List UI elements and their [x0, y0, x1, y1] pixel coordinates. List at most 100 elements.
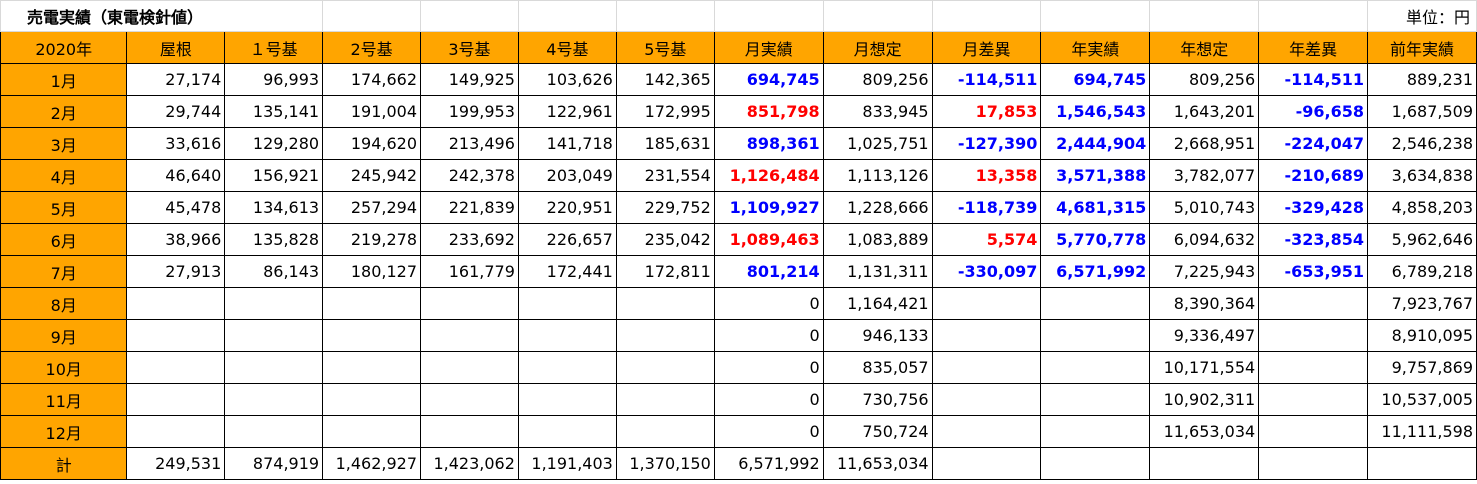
table-cell[interactable]: 3,634,838: [1366, 159, 1477, 192]
table-cell[interactable]: 2,546,238: [1366, 127, 1477, 160]
total-cell[interactable]: 1,370,150: [615, 447, 715, 480]
table-cell[interactable]: 141,718: [517, 127, 617, 160]
table-cell[interactable]: 10,171,554: [1149, 351, 1260, 384]
table-cell[interactable]: [420, 319, 519, 352]
table-cell[interactable]: [517, 383, 617, 416]
table-cell[interactable]: 220,951: [517, 191, 617, 224]
table-cell[interactable]: [1258, 415, 1368, 448]
table-cell[interactable]: 257,294: [322, 191, 421, 224]
table-cell[interactable]: 1,546,543: [1040, 95, 1151, 128]
table-cell[interactable]: [420, 287, 519, 320]
empty-cell[interactable]: [322, 0, 421, 32]
table-cell[interactable]: [126, 351, 226, 384]
table-cell[interactable]: 889,231: [1366, 63, 1477, 96]
table-cell[interactable]: 5,770,778: [1040, 223, 1151, 256]
empty-cell[interactable]: [517, 0, 617, 32]
table-cell[interactable]: 801,214: [713, 255, 824, 288]
table-cell[interactable]: [126, 383, 226, 416]
total-cell[interactable]: [1149, 447, 1260, 480]
table-cell[interactable]: -114,511: [1258, 63, 1368, 96]
table-cell[interactable]: 835,057: [822, 351, 933, 384]
table-cell[interactable]: 1,113,126: [822, 159, 933, 192]
empty-cell[interactable]: [1149, 0, 1260, 32]
table-cell[interactable]: 149,925: [420, 63, 519, 96]
table-cell[interactable]: 199,953: [420, 95, 519, 128]
table-cell[interactable]: 231,554: [615, 159, 715, 192]
table-cell[interactable]: 0: [713, 319, 824, 352]
table-cell[interactable]: 6,094,632: [1149, 223, 1260, 256]
table-cell[interactable]: 946,133: [822, 319, 933, 352]
table-cell[interactable]: [1258, 287, 1368, 320]
table-cell[interactable]: 0: [713, 287, 824, 320]
table-cell[interactable]: [615, 351, 715, 384]
table-cell[interactable]: [931, 415, 1042, 448]
table-cell[interactable]: 1,687,509: [1366, 95, 1477, 128]
table-cell[interactable]: 9,336,497: [1149, 319, 1260, 352]
table-cell[interactable]: [224, 383, 324, 416]
table-cell[interactable]: 4,681,315: [1040, 191, 1151, 224]
table-cell[interactable]: 8,910,095: [1366, 319, 1477, 352]
table-cell[interactable]: 11,653,034: [1149, 415, 1260, 448]
table-cell[interactable]: 161,779: [420, 255, 519, 288]
table-cell[interactable]: 221,839: [420, 191, 519, 224]
table-cell[interactable]: [615, 319, 715, 352]
total-cell[interactable]: [1258, 447, 1368, 480]
empty-cell[interactable]: [931, 0, 1042, 32]
table-cell[interactable]: 38,966: [126, 223, 226, 256]
table-cell[interactable]: 10,537,005: [1366, 383, 1477, 416]
table-cell[interactable]: 1,164,421: [822, 287, 933, 320]
table-cell[interactable]: 2,444,904: [1040, 127, 1151, 160]
table-cell[interactable]: 174,662: [322, 63, 421, 96]
table-cell[interactable]: 27,913: [126, 255, 226, 288]
table-cell[interactable]: [1040, 351, 1151, 384]
table-cell[interactable]: [1040, 319, 1151, 352]
table-cell[interactable]: 233,692: [420, 223, 519, 256]
table-cell[interactable]: -96,658: [1258, 95, 1368, 128]
table-cell[interactable]: [322, 415, 421, 448]
table-cell[interactable]: 226,657: [517, 223, 617, 256]
table-cell[interactable]: 809,256: [822, 63, 933, 96]
table-cell[interactable]: 213,496: [420, 127, 519, 160]
table-cell[interactable]: -330,097: [931, 255, 1042, 288]
table-cell[interactable]: 1,083,889: [822, 223, 933, 256]
table-cell[interactable]: [322, 319, 421, 352]
table-cell[interactable]: 194,620: [322, 127, 421, 160]
table-cell[interactable]: 7,923,767: [1366, 287, 1477, 320]
table-cell[interactable]: 17,853: [931, 95, 1042, 128]
table-cell[interactable]: [1258, 383, 1368, 416]
total-cell[interactable]: 6,571,992: [713, 447, 824, 480]
table-cell[interactable]: [931, 383, 1042, 416]
table-cell[interactable]: 694,745: [713, 63, 824, 96]
table-cell[interactable]: 851,798: [713, 95, 824, 128]
table-cell[interactable]: 219,278: [322, 223, 421, 256]
total-cell[interactable]: 11,653,034: [822, 447, 933, 480]
table-cell[interactable]: 3,571,388: [1040, 159, 1151, 192]
table-cell[interactable]: 1,109,927: [713, 191, 824, 224]
table-cell[interactable]: [126, 287, 226, 320]
table-cell[interactable]: [931, 287, 1042, 320]
table-cell[interactable]: -323,854: [1258, 223, 1368, 256]
table-cell[interactable]: 45,478: [126, 191, 226, 224]
table-cell[interactable]: 172,811: [615, 255, 715, 288]
table-cell[interactable]: 27,174: [126, 63, 226, 96]
total-cell[interactable]: [931, 447, 1042, 480]
table-cell[interactable]: 1,089,463: [713, 223, 824, 256]
total-cell[interactable]: 1,191,403: [517, 447, 617, 480]
table-cell[interactable]: 1,025,751: [822, 127, 933, 160]
table-cell[interactable]: 156,921: [224, 159, 324, 192]
table-cell[interactable]: [1040, 415, 1151, 448]
table-cell[interactable]: -114,511: [931, 63, 1042, 96]
table-cell[interactable]: 7,225,943: [1149, 255, 1260, 288]
table-cell[interactable]: 694,745: [1040, 63, 1151, 96]
table-cell[interactable]: [126, 415, 226, 448]
table-cell[interactable]: 5,010,743: [1149, 191, 1260, 224]
table-cell[interactable]: 9,757,869: [1366, 351, 1477, 384]
table-cell[interactable]: 11,111,598: [1366, 415, 1477, 448]
table-cell[interactable]: 46,640: [126, 159, 226, 192]
table-cell[interactable]: 185,631: [615, 127, 715, 160]
table-cell[interactable]: 134,613: [224, 191, 324, 224]
table-cell[interactable]: [224, 415, 324, 448]
table-cell[interactable]: 4,858,203: [1366, 191, 1477, 224]
table-cell[interactable]: [126, 319, 226, 352]
total-cell[interactable]: 874,919: [224, 447, 324, 480]
